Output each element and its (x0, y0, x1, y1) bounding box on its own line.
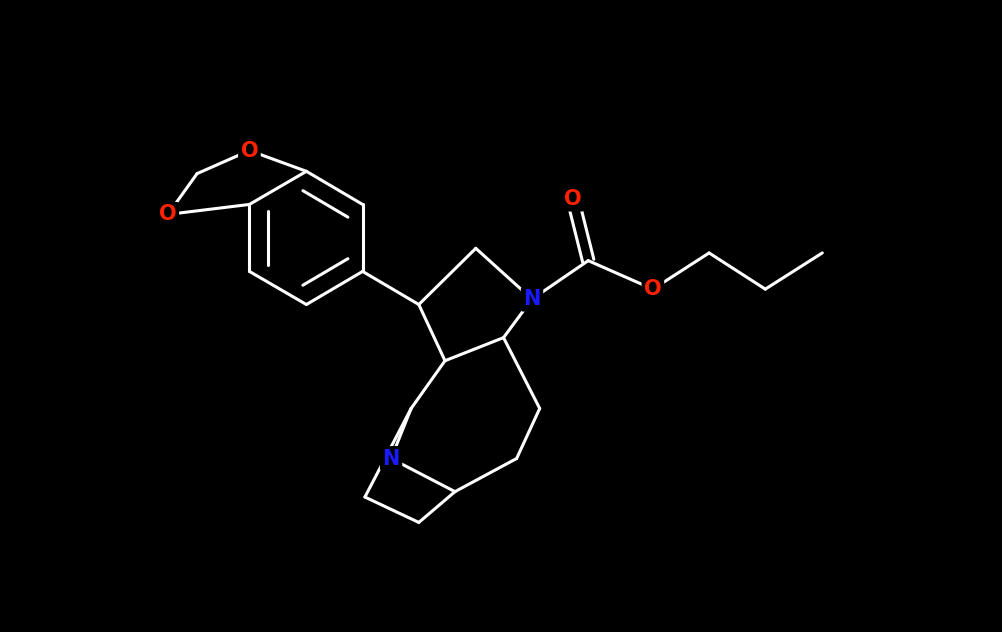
Text: O: O (159, 204, 176, 224)
Text: O: O (644, 279, 661, 299)
Text: O: O (240, 140, 259, 161)
Text: N: N (523, 289, 541, 309)
Text: O: O (564, 189, 581, 209)
Text: N: N (383, 449, 400, 468)
